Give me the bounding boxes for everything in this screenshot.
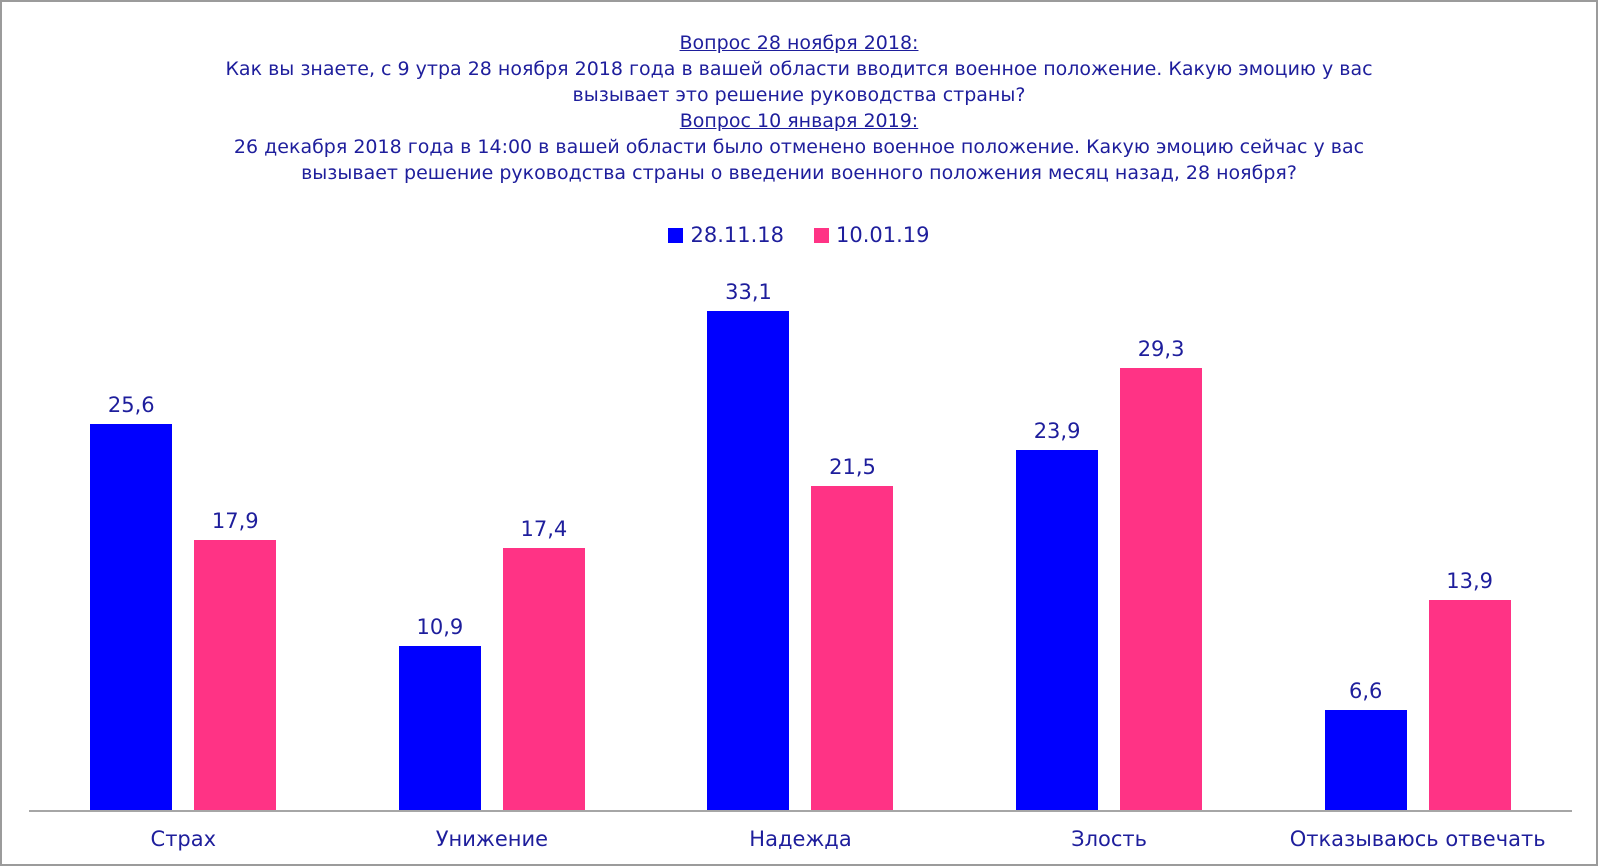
legend-item-28-11-18: 28.11.18: [668, 223, 784, 247]
x-axis-category-label: Унижение: [435, 827, 549, 851]
bar-value-label: 25,6: [107, 393, 155, 417]
bar-wrap: 23,9: [1016, 419, 1099, 810]
bar-28.11.18: [90, 424, 173, 810]
x-axis-category-label: Злость: [1071, 827, 1148, 851]
bar-28.11.18: [1016, 450, 1099, 810]
x-axis-category-label: Надежда: [749, 827, 852, 851]
legend-item-10-01-19: 10.01.19: [814, 223, 930, 247]
bar-group: 10,9 17,4: [338, 517, 647, 810]
bar-value-label: 21,5: [829, 455, 876, 479]
bar-28.11.18: [398, 646, 481, 810]
bar-value-label: 17,9: [211, 509, 259, 533]
bar-10.01.19: [502, 548, 585, 810]
plot-area: 25,6 17,9 10,9 17,4 33,1 21,5 23,9 29,3 6,6 13,9: [29, 280, 1572, 812]
title-line-question-1-text-a: Как вы знаете, с 9 утра 28 ноября 2018 г…: [225, 58, 1373, 80]
bar-value-label: 6,6: [1348, 679, 1383, 703]
bar-value-label: 33,1: [725, 280, 772, 304]
bar-group: 25,6 17,9: [29, 393, 338, 810]
legend-label: 28.11.18: [690, 223, 784, 247]
bar-group: 23,9 29,3: [955, 337, 1264, 810]
bar-wrap: 33,1: [707, 280, 790, 810]
legend-swatch-blue-icon: [668, 227, 684, 243]
bar-wrap: 25,6: [90, 393, 173, 810]
chart-legend: 28.11.18 10.01.19: [2, 223, 1596, 247]
x-axis-labels: Страх Унижение Надежда Злость Отказываюсь от…: [29, 827, 1572, 851]
bar-10.01.19: [1428, 600, 1511, 810]
bar-wrap: 21,5: [811, 455, 894, 810]
bar-10.01.19: [811, 486, 894, 810]
bar-wrap: 17,4: [502, 517, 585, 810]
legend-swatch-pink-icon: [814, 227, 829, 243]
bar-value-label: 29,3: [1137, 337, 1185, 361]
bar-value-label: 10,9: [416, 615, 464, 639]
bar-group: 33,1 21,5: [646, 280, 955, 810]
legend-label: 10.01.19: [836, 223, 930, 247]
title-line-question-1-text-b: вызывает это решение руководства страны?: [572, 84, 1026, 106]
title-line-question-2-text-b: вызывает решение руководства страны о вв…: [301, 162, 1297, 184]
title-line-question-1: Вопрос 28 ноября 2018:: [679, 32, 919, 54]
bar-10.01.19: [194, 540, 277, 810]
bar-wrap: 10,9: [398, 615, 481, 810]
bar-group: 6,6 13,9: [1263, 569, 1572, 810]
bar-28.11.18: [1324, 710, 1407, 810]
title-line-question-2: Вопрос 10 января 2019:: [679, 110, 919, 132]
bar-value-label: 13,9: [1446, 569, 1494, 593]
x-axis-category-label: Отказываюсь отвечать: [1289, 827, 1546, 851]
bar-28.11.18: [707, 311, 790, 810]
bar-wrap: 6,6: [1324, 679, 1407, 810]
bar-10.01.19: [1120, 368, 1203, 810]
bar-value-label: 17,4: [520, 517, 568, 541]
bar-wrap: 13,9: [1428, 569, 1511, 810]
chart-title: Вопрос 28 ноября 2018: Как вы знаете, с …: [2, 30, 1596, 186]
bar-wrap: 29,3: [1120, 337, 1203, 810]
title-line-question-2-text-a: 26 декабря 2018 года в 14:00 в вашей обл…: [233, 136, 1365, 158]
bar-value-label: 23,9: [1033, 419, 1081, 443]
x-axis-category-label: Страх: [150, 827, 217, 851]
bar-wrap: 17,9: [194, 509, 277, 810]
